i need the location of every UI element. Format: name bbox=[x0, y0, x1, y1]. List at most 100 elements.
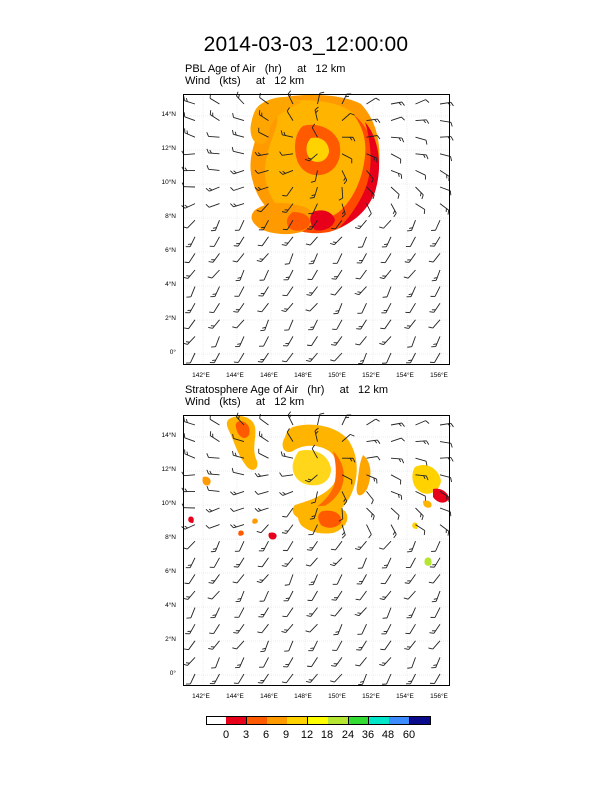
wind-barb-icon bbox=[305, 302, 318, 312]
wind-barb-icon bbox=[230, 186, 245, 191]
wind-barb-icon bbox=[281, 673, 294, 684]
wind-barb-icon bbox=[254, 472, 269, 478]
wind-barb-icon bbox=[415, 524, 426, 536]
wind-barb-icon bbox=[404, 319, 416, 329]
wind-barb-icon bbox=[260, 640, 269, 653]
wind-barb-icon bbox=[341, 474, 353, 485]
wind-barb-icon bbox=[428, 574, 441, 584]
panel1-map bbox=[181, 90, 454, 365]
lat-label: 2°N bbox=[165, 636, 176, 643]
wind-barb-icon bbox=[357, 303, 367, 314]
wind-barb-icon bbox=[206, 453, 220, 459]
lon-label: 144°E bbox=[226, 372, 244, 379]
wind-barb-icon bbox=[311, 444, 318, 459]
wind-barb-icon bbox=[331, 657, 343, 667]
wind-barb-icon bbox=[235, 336, 245, 348]
wind-barb-icon bbox=[356, 319, 367, 330]
wind-barb-icon bbox=[330, 540, 343, 551]
wind-barb-icon bbox=[233, 236, 245, 247]
wind-barb-icon bbox=[330, 673, 343, 683]
wind-barb-icon bbox=[439, 153, 452, 162]
wind-barb-icon bbox=[183, 590, 196, 600]
wind-barb-icon bbox=[282, 219, 294, 231]
colorbar: 0 3 6 9 12 18 24 36 48 60 bbox=[206, 716, 431, 752]
wind-barb-icon bbox=[208, 319, 220, 329]
wind-barb-icon bbox=[405, 236, 416, 247]
colorbar-label: 6 bbox=[262, 729, 270, 741]
wind-barb-icon bbox=[381, 236, 392, 248]
wind-barb-icon bbox=[333, 303, 343, 315]
wind-barb-icon bbox=[405, 623, 416, 635]
lon-label: 146°E bbox=[260, 693, 278, 700]
wind-barb-icon bbox=[183, 96, 196, 105]
wind-barb-icon bbox=[183, 269, 196, 279]
wind-barb-icon bbox=[338, 507, 344, 522]
wind-barb-icon bbox=[333, 624, 343, 636]
wind-barb-icon bbox=[406, 352, 416, 364]
wind-barb-icon bbox=[307, 269, 318, 280]
wind-barb-icon bbox=[211, 657, 220, 669]
lat-label: 14°N bbox=[161, 432, 176, 439]
wind-barb-icon bbox=[210, 541, 220, 553]
wind-barb-icon bbox=[381, 623, 392, 635]
wind-barb-icon bbox=[439, 524, 450, 536]
wind-barb-icon bbox=[281, 524, 294, 534]
wind-barb-icon bbox=[430, 607, 441, 618]
wind-barb-icon bbox=[256, 253, 269, 263]
wind-barb-icon bbox=[439, 170, 450, 181]
wind-barb-icon bbox=[430, 352, 441, 363]
wind-barb-icon bbox=[330, 219, 343, 230]
wind-barb-icon bbox=[390, 507, 400, 520]
wind-barb-icon bbox=[232, 433, 245, 443]
wind-barb-icon bbox=[358, 673, 367, 686]
wind-barb-icon bbox=[184, 128, 196, 138]
wind-barb-icon bbox=[415, 420, 430, 426]
wind-barb-icon bbox=[185, 302, 196, 314]
wind-barb-icon bbox=[314, 427, 319, 442]
wind-barb-icon bbox=[282, 540, 294, 552]
wind-barb-icon bbox=[305, 352, 318, 362]
wind-barb-icon bbox=[439, 136, 454, 141]
wind-barb-icon bbox=[415, 136, 428, 145]
colorbar-swatch bbox=[368, 716, 390, 725]
wind-barb-icon bbox=[366, 439, 381, 444]
wind-barb-icon bbox=[332, 574, 343, 585]
wind-barb-icon bbox=[390, 490, 403, 500]
wind-barb-icon bbox=[258, 607, 269, 618]
wind-barb-icon bbox=[366, 153, 378, 163]
wind-barb-icon bbox=[429, 623, 441, 634]
wind-barb-icon bbox=[415, 186, 424, 200]
wind-barb-icon bbox=[232, 640, 245, 650]
wind-barb-icon bbox=[256, 574, 269, 584]
wind-barb-icon bbox=[232, 319, 245, 329]
wind-barb-icon bbox=[330, 286, 343, 296]
wind-barb-icon bbox=[236, 91, 245, 105]
wind-barb-icon bbox=[230, 203, 245, 208]
wind-barb-icon bbox=[355, 336, 367, 346]
colorbar-label: 9 bbox=[282, 729, 290, 741]
wind-barb-icon bbox=[184, 253, 196, 264]
wind-barb-icon bbox=[308, 574, 318, 586]
wind-barb-icon bbox=[406, 673, 416, 685]
wind-barb-icon bbox=[209, 302, 220, 313]
wind-barb-icon bbox=[307, 657, 318, 668]
wind-barb-icon bbox=[366, 97, 380, 105]
wind-barb-icon bbox=[259, 93, 269, 105]
wind-barb-icon bbox=[280, 130, 294, 138]
wind-barb-icon bbox=[185, 352, 196, 364]
wind-barb-icon bbox=[431, 541, 441, 552]
wind-barb-icon bbox=[366, 491, 374, 505]
wind-barb-icon bbox=[331, 269, 343, 280]
wind-barb-icon bbox=[380, 253, 392, 264]
wind-barb-icon bbox=[304, 153, 318, 162]
wind-barb-icon bbox=[357, 236, 367, 248]
panel2-title-line1: Stratosphere Age of Air (hr) at 12 km bbox=[185, 384, 388, 396]
wind-barb-icon bbox=[381, 302, 392, 314]
wind-barb-icon bbox=[182, 219, 196, 229]
wind-barb-icon bbox=[366, 456, 381, 461]
wind-barb-icon bbox=[382, 607, 392, 619]
panel2-map bbox=[181, 411, 454, 686]
wind-barb-icon bbox=[428, 319, 441, 329]
lat-label: 8°N bbox=[165, 213, 176, 220]
wind-barb-icon bbox=[390, 437, 405, 443]
